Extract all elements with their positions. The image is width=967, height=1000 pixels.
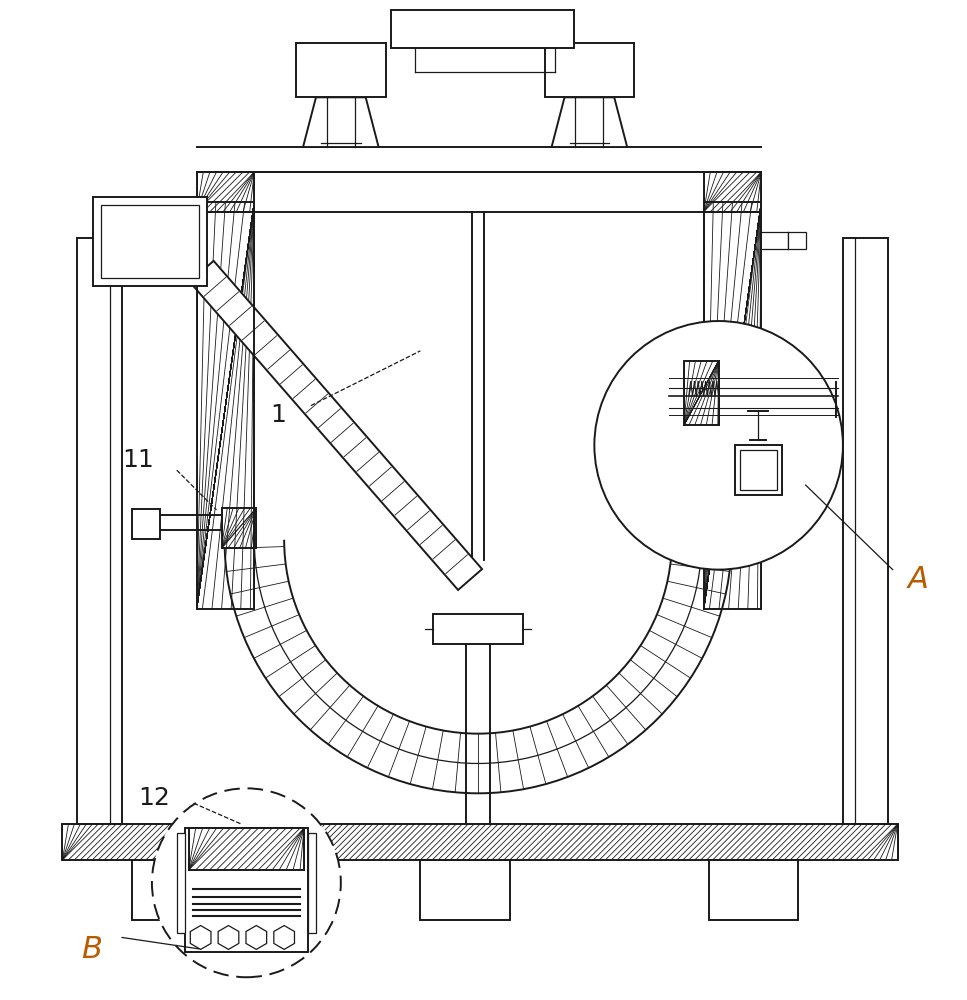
Polygon shape <box>190 261 483 590</box>
Bar <box>433 614 523 644</box>
Circle shape <box>152 788 340 977</box>
Text: 11: 11 <box>122 448 154 472</box>
Bar <box>196 172 254 212</box>
Bar <box>709 860 798 920</box>
Bar <box>196 202 254 609</box>
Bar <box>132 860 221 920</box>
Bar <box>177 833 185 933</box>
Bar <box>544 43 634 97</box>
Bar <box>704 202 761 609</box>
Text: 12: 12 <box>138 786 170 810</box>
Bar <box>196 202 254 609</box>
Bar <box>740 450 777 490</box>
Bar <box>702 508 737 548</box>
Bar <box>296 43 386 97</box>
Text: 1: 1 <box>270 403 286 427</box>
Bar <box>63 824 897 860</box>
Bar <box>101 205 199 278</box>
Bar <box>704 172 761 212</box>
Bar <box>421 860 510 920</box>
Bar <box>704 172 761 212</box>
Bar <box>189 828 304 870</box>
Circle shape <box>595 321 843 570</box>
Bar <box>391 10 574 48</box>
Text: B: B <box>81 935 103 964</box>
Bar <box>735 445 782 495</box>
Bar <box>843 238 888 824</box>
Bar <box>63 824 897 860</box>
Bar <box>221 508 256 548</box>
Text: A: A <box>908 565 928 594</box>
Bar <box>702 508 737 548</box>
Bar <box>308 833 316 933</box>
Bar <box>704 202 761 609</box>
Bar <box>189 828 304 870</box>
Polygon shape <box>303 97 379 147</box>
Bar <box>221 508 256 548</box>
Bar <box>684 361 718 425</box>
Bar <box>684 361 718 425</box>
Bar <box>77 238 122 824</box>
Bar <box>185 828 308 952</box>
Bar <box>196 172 254 212</box>
Polygon shape <box>551 97 628 147</box>
Bar <box>63 824 897 860</box>
Bar <box>132 509 160 539</box>
Bar <box>788 232 806 249</box>
Bar <box>93 197 207 286</box>
